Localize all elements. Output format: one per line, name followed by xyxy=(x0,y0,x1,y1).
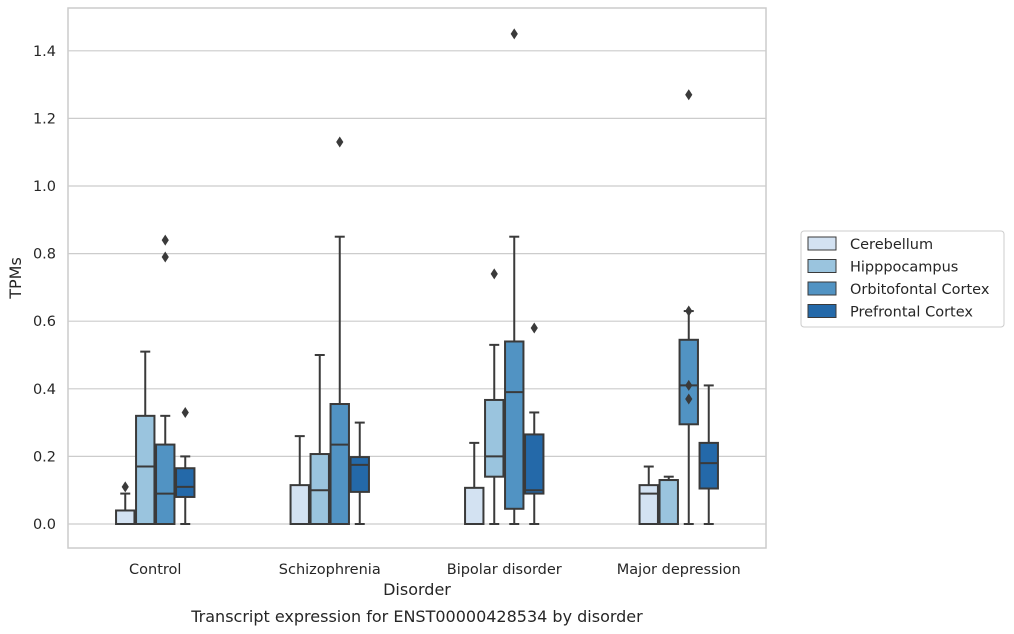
box-1-2 xyxy=(484,268,505,525)
y-tick-labels: 0.0 0.2 0.4 0.6 0.8 1.0 1.2 1.4 xyxy=(33,44,56,533)
box-2-3 xyxy=(678,89,699,525)
y-tick-label: 1.2 xyxy=(33,111,56,127)
box-2-0 xyxy=(155,234,176,526)
y-tick-label: 1.4 xyxy=(33,44,56,60)
outlier-point xyxy=(685,89,693,101)
box-3-2 xyxy=(524,322,545,525)
outlier-point xyxy=(685,305,693,317)
outlier-point xyxy=(161,234,169,246)
chart-caption: Transcript expression for ENST0000042853… xyxy=(190,607,643,626)
legend-frame xyxy=(800,230,1005,328)
box-3-0 xyxy=(175,406,196,525)
outlier-point xyxy=(181,406,189,418)
box-1-0 xyxy=(135,350,156,525)
box-0-0 xyxy=(115,481,136,526)
box-2-2 xyxy=(504,28,525,525)
outlier-point xyxy=(685,393,693,405)
box-0-3 xyxy=(638,465,659,526)
x-tick-label: Schizophrenia xyxy=(279,562,381,578)
x-tick-label: Major depression xyxy=(617,562,741,578)
outlier-point xyxy=(530,322,538,334)
box-iqr xyxy=(349,456,370,493)
box-3-1 xyxy=(349,421,370,525)
box-iqr xyxy=(638,484,659,526)
y-tick-label: 0.0 xyxy=(33,517,56,533)
y-tick-label: 1.0 xyxy=(33,179,56,195)
outlier-point xyxy=(685,379,693,391)
legend: Cerebellum Hipppocampus Orbitofontal Corte… xyxy=(800,230,1005,328)
box-1-1 xyxy=(309,354,330,525)
y-tick-label: 0.4 xyxy=(33,382,56,398)
box-iqr xyxy=(289,484,310,526)
legend-label: Orbitofontal Cortex xyxy=(850,282,990,298)
y-tick-label: 0.6 xyxy=(33,314,56,330)
box-iqr xyxy=(658,479,679,525)
box-0-2 xyxy=(464,441,485,526)
legend-label: Prefrontal Cortex xyxy=(850,305,973,321)
legend-swatch xyxy=(807,259,837,273)
legend-label: Cerebellum xyxy=(850,237,933,253)
outlier-point xyxy=(161,251,169,263)
legend-swatch xyxy=(807,236,837,251)
box-iqr xyxy=(309,453,330,525)
box-iqr xyxy=(524,433,545,495)
outlier-point xyxy=(121,481,129,493)
legend-swatch xyxy=(807,304,837,318)
box-iqr xyxy=(484,398,505,478)
x-tick-label: Control xyxy=(129,562,181,578)
plot-area xyxy=(115,28,719,526)
y-axis-label: TPMs xyxy=(6,257,25,300)
box-3-3 xyxy=(698,384,719,525)
box-iqr xyxy=(698,441,719,490)
x-axis-label: Disorder xyxy=(383,580,451,599)
box-1-3 xyxy=(658,475,679,525)
x-tick-label: Bipolar disorder xyxy=(447,562,562,578)
box-iqr xyxy=(329,403,350,526)
box-2-1 xyxy=(329,136,350,526)
box-iqr xyxy=(135,414,156,525)
plot-frame xyxy=(67,7,767,549)
box-iqr xyxy=(464,486,485,526)
box-iqr xyxy=(504,340,525,510)
outlier-point xyxy=(510,28,518,40)
y-tick-label: 0.2 xyxy=(33,449,56,465)
box-iqr xyxy=(115,509,136,526)
box-iqr xyxy=(175,467,196,498)
box-iqr xyxy=(155,443,176,526)
outlier-point xyxy=(490,268,498,280)
box-0-1 xyxy=(289,435,310,526)
legend-label: Hipppocampus xyxy=(850,260,958,276)
legend-swatch xyxy=(807,281,837,296)
outlier-point xyxy=(336,136,344,148)
y-tick-label: 0.8 xyxy=(33,247,56,263)
x-tick-labels: Control Schizophrenia Bipolar disorder Majo… xyxy=(129,562,741,578)
